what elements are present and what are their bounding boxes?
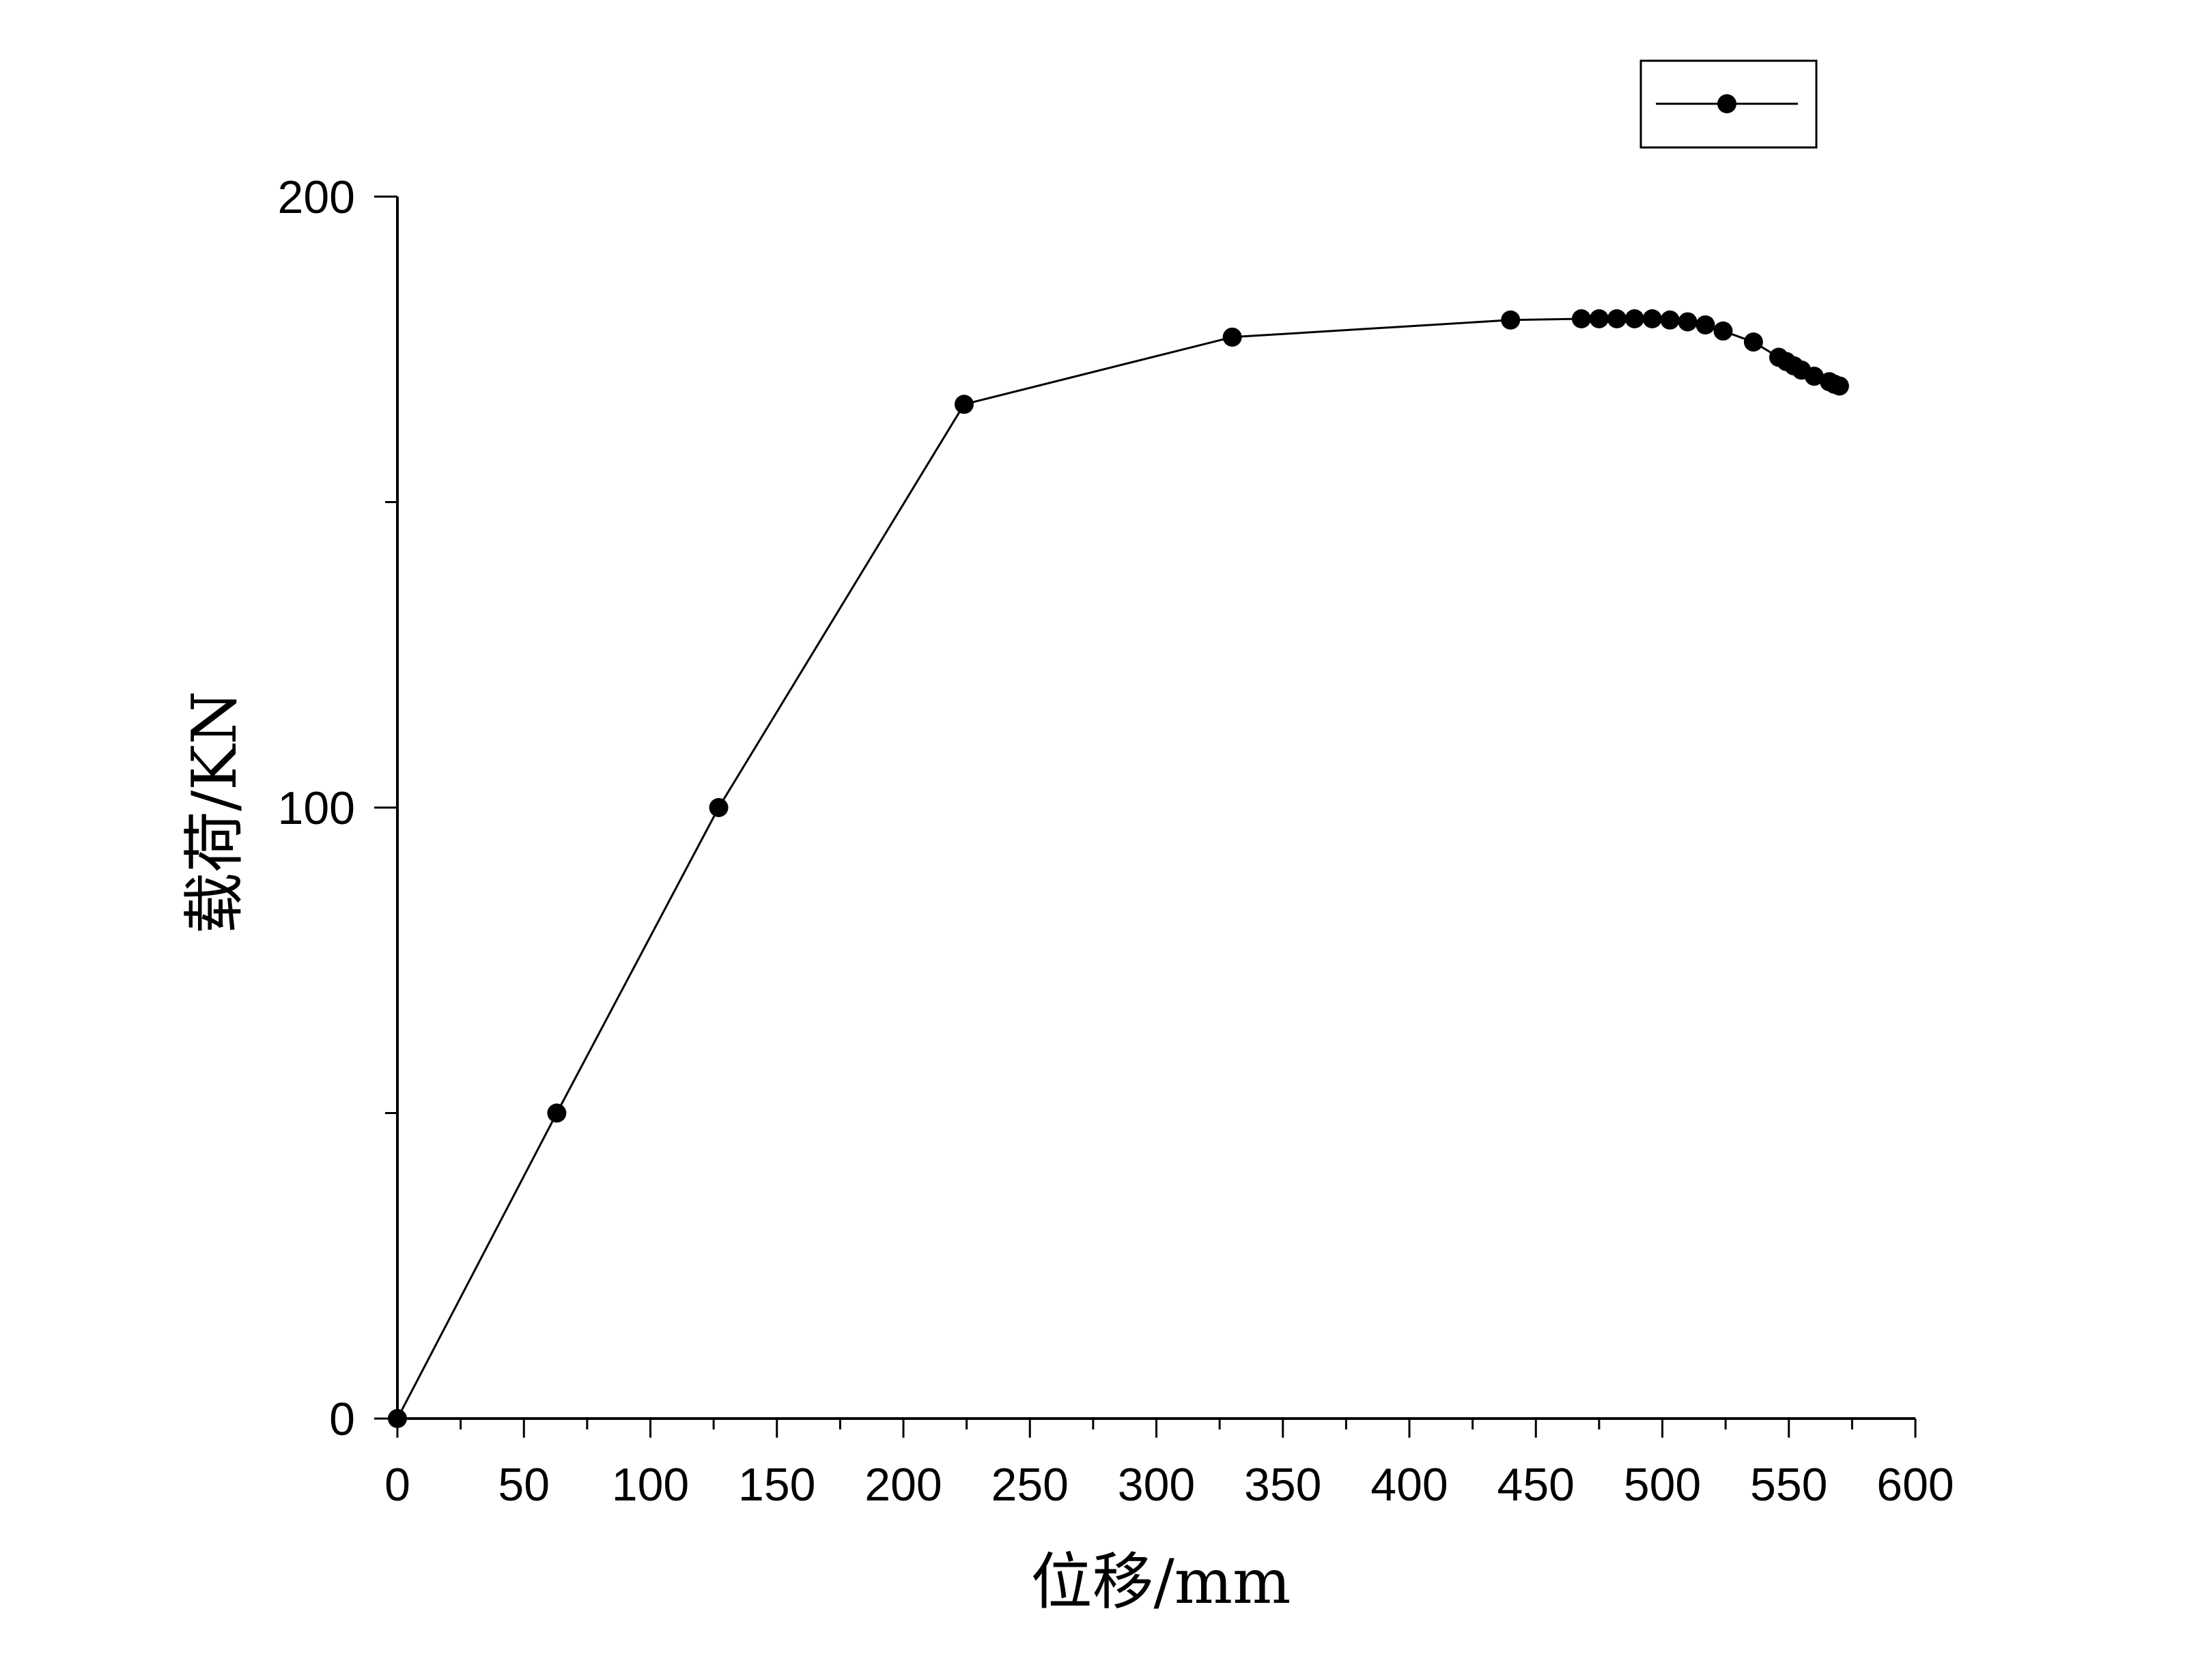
x-tick-label: 0 bbox=[384, 1459, 410, 1511]
x-tick-label: 300 bbox=[1118, 1459, 1195, 1511]
x-tick-label: 600 bbox=[1876, 1459, 1954, 1511]
x-tick-label: 500 bbox=[1624, 1459, 1701, 1511]
data-point bbox=[1804, 367, 1824, 386]
data-point bbox=[388, 1409, 407, 1428]
x-tick-label: 450 bbox=[1497, 1459, 1575, 1511]
data-point bbox=[1607, 309, 1627, 328]
data-point bbox=[1642, 309, 1662, 328]
data-point bbox=[1713, 321, 1733, 341]
series-layer bbox=[388, 309, 1849, 1428]
data-point bbox=[1571, 309, 1591, 328]
x-axis-ticks: 0 50 100 150 200 250 300 350 400 450 500 550 600 bbox=[384, 1419, 1954, 1511]
data-point bbox=[1589, 309, 1609, 328]
data-point bbox=[1678, 312, 1698, 332]
data-point bbox=[1624, 309, 1644, 328]
y-tick-label: 100 bbox=[278, 782, 355, 834]
x-tick-label: 200 bbox=[864, 1459, 942, 1511]
y-tick-label: 0 bbox=[329, 1393, 355, 1445]
data-point bbox=[954, 395, 974, 414]
y-axis-ticks: 0 100 200 bbox=[278, 171, 397, 1445]
axes bbox=[396, 197, 1915, 1420]
x-tick-label: 100 bbox=[612, 1459, 689, 1511]
legend-marker-sample bbox=[1717, 94, 1736, 113]
x-axis-title: 位移/mm bbox=[1030, 1546, 1291, 1618]
series-line bbox=[396, 317, 1840, 1419]
data-point bbox=[1695, 315, 1715, 334]
data-point bbox=[1501, 310, 1521, 330]
x-tick-label: 400 bbox=[1370, 1459, 1448, 1511]
data-point bbox=[1660, 310, 1680, 330]
x-tick-label: 250 bbox=[991, 1459, 1069, 1511]
x-tick-label: 350 bbox=[1244, 1459, 1321, 1511]
y-tick-label: 200 bbox=[278, 171, 355, 223]
data-point bbox=[709, 798, 729, 817]
y-axis-title: 载荷/KN bbox=[179, 691, 251, 934]
data-point bbox=[547, 1103, 567, 1123]
data-point bbox=[1222, 327, 1242, 347]
data-point bbox=[1743, 332, 1763, 352]
x-tick-label: 50 bbox=[498, 1459, 550, 1511]
legend bbox=[1639, 59, 1818, 149]
x-tick-label: 550 bbox=[1750, 1459, 1827, 1511]
x-tick-label: 150 bbox=[738, 1459, 815, 1511]
data-point bbox=[1829, 376, 1849, 396]
